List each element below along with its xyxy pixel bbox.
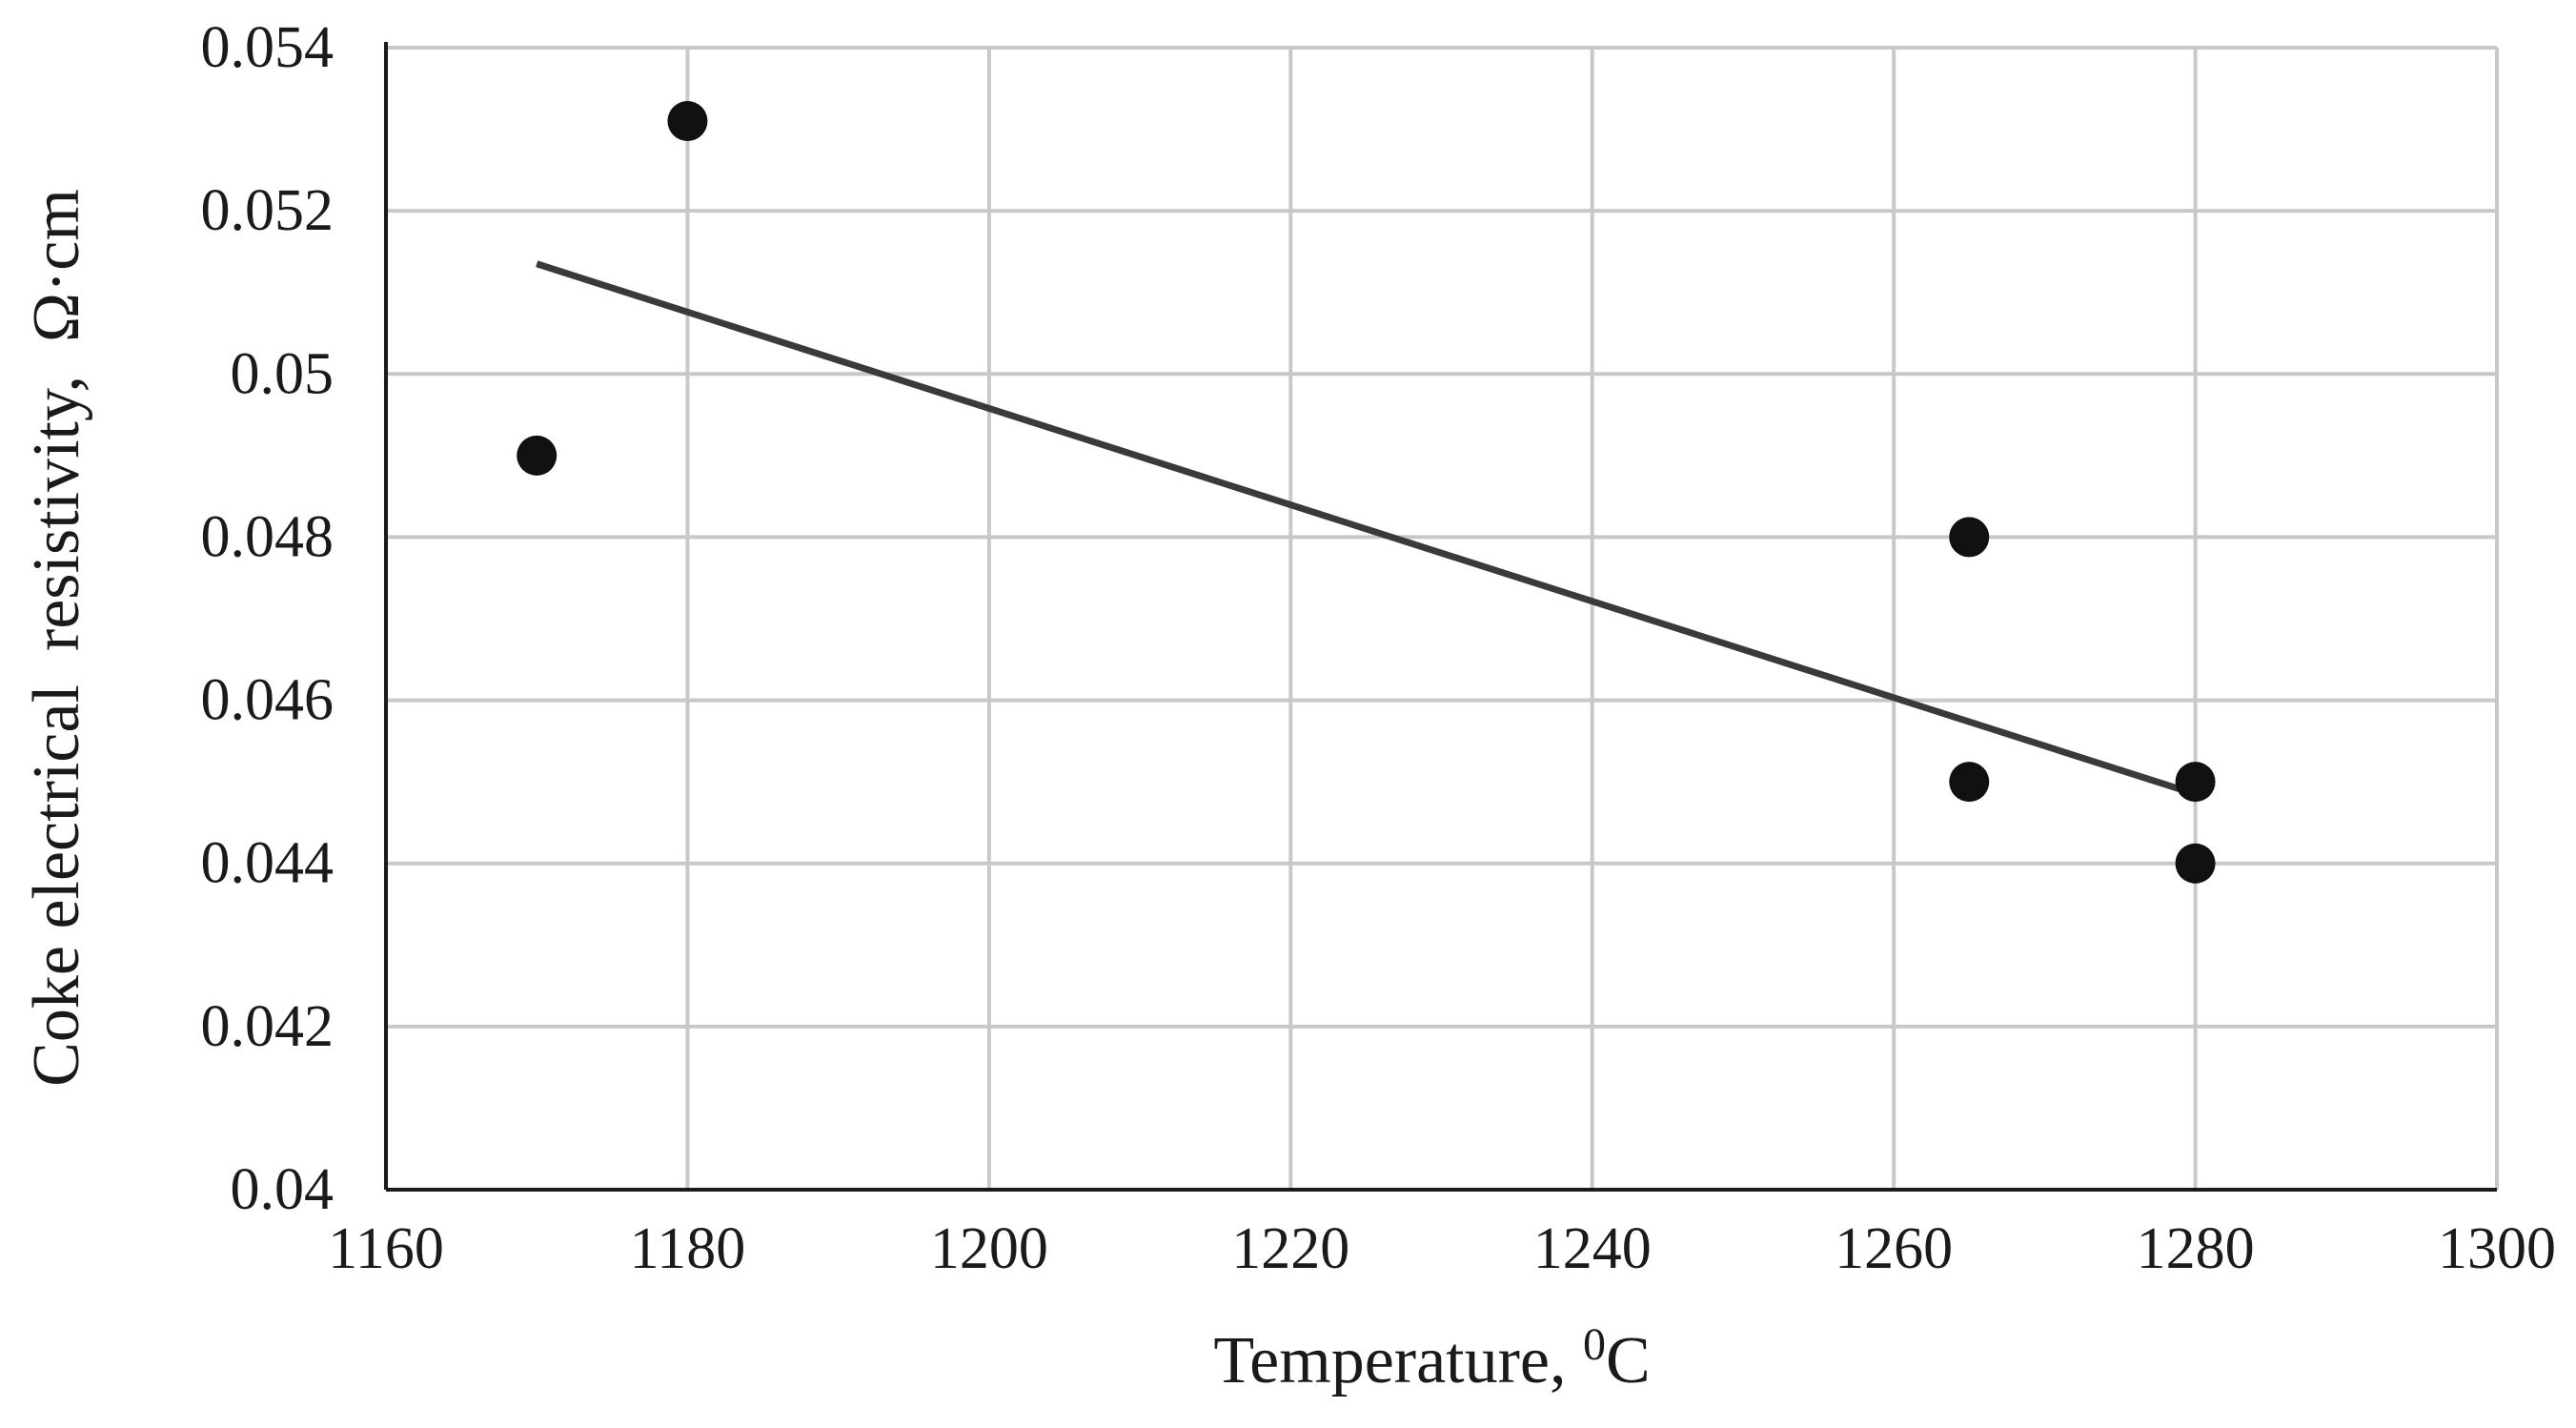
data-point bbox=[667, 101, 708, 142]
x-tick-label: 1260 bbox=[1835, 1216, 1953, 1281]
x-tick-label: 1160 bbox=[328, 1216, 444, 1281]
data-point bbox=[517, 435, 558, 476]
data-point bbox=[2175, 762, 2216, 803]
x-tick-label: 1180 bbox=[630, 1216, 746, 1281]
y-tick-label: 0.048 bbox=[201, 504, 335, 569]
y-tick-label: 0.046 bbox=[201, 668, 335, 733]
data-point bbox=[2175, 843, 2216, 884]
x-axis-unit-superscript: 0 bbox=[1583, 1319, 1606, 1370]
trendline-group bbox=[536, 260, 2197, 798]
y-tick-label: 0.05 bbox=[231, 341, 335, 406]
trendline bbox=[536, 260, 2197, 798]
x-axis-unit: C bbox=[1606, 1324, 1651, 1397]
y-tick-label: 0.052 bbox=[201, 178, 335, 243]
y-tick-label: 0.04 bbox=[231, 1157, 335, 1222]
x-tick-label: 1280 bbox=[2137, 1216, 2255, 1281]
y-axis-title: Coke electrical resistivity, Ω·cm bbox=[20, 189, 93, 1087]
x-tick-label: 1240 bbox=[1533, 1216, 1652, 1281]
data-point bbox=[1949, 517, 1990, 558]
grid bbox=[386, 46, 2499, 1190]
x-axis-ticks: 1160 1180 1200 1220 1240 1260 1280 1300 bbox=[328, 1216, 2556, 1281]
x-tick-label: 1200 bbox=[930, 1216, 1048, 1281]
axes bbox=[384, 42, 2497, 1192]
y-tick-label: 0.044 bbox=[201, 831, 335, 896]
x-tick-label: 1220 bbox=[1231, 1216, 1349, 1281]
x-tick-label: 1300 bbox=[2438, 1216, 2556, 1281]
data-point bbox=[1949, 762, 1990, 803]
y-tick-label: 0.054 bbox=[201, 15, 335, 80]
y-axis-ticks: 0.04 0.042 0.044 0.046 0.048 0.05 0.052 0.054 bbox=[201, 15, 335, 1222]
y-tick-label: 0.042 bbox=[201, 994, 335, 1059]
data-points bbox=[517, 101, 2216, 884]
x-axis-title: Temperature, 0C bbox=[1213, 1319, 1650, 1397]
